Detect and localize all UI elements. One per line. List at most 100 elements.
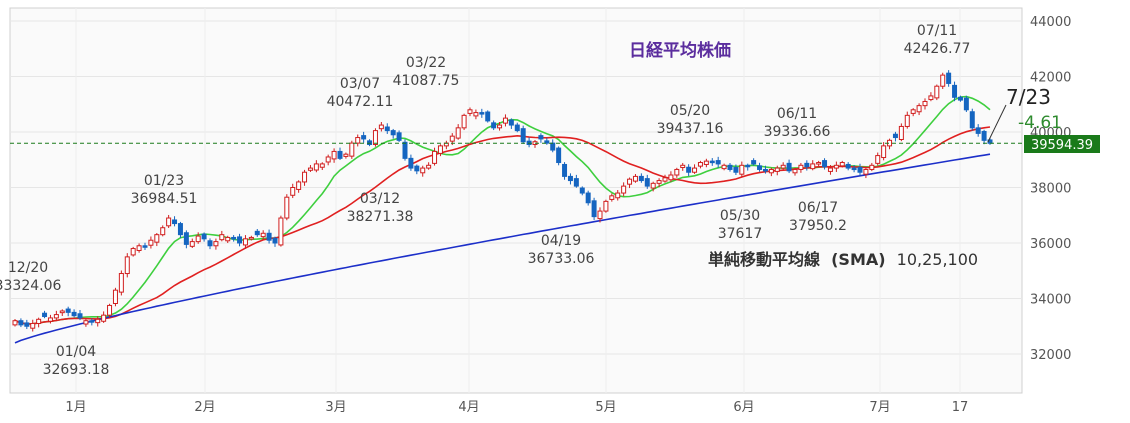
candle-body (963, 97, 969, 111)
candle (822, 158, 828, 170)
candle (562, 162, 568, 180)
candle-body (12, 320, 18, 326)
candle-body (940, 74, 946, 87)
candle-body (201, 233, 207, 240)
candle-body (420, 167, 426, 174)
annotation: 06/17 37950.2 (789, 200, 847, 234)
candle (467, 107, 473, 117)
candle (928, 92, 934, 102)
candle-body (981, 130, 987, 141)
candle (432, 147, 438, 166)
candle-body (47, 317, 53, 322)
annotation: 03/12 38271.38 (347, 191, 414, 225)
candle (697, 160, 703, 169)
candle-body (189, 241, 195, 247)
candle-body (154, 234, 160, 243)
candle (497, 122, 503, 131)
candle-body (757, 165, 763, 170)
candle (609, 193, 615, 202)
candle (414, 164, 420, 175)
candle (502, 114, 508, 127)
candle-body (946, 72, 952, 84)
candle-body (975, 127, 981, 134)
candle-body (733, 167, 739, 173)
candle (857, 163, 863, 176)
candle-body (863, 168, 869, 175)
candle-body (792, 168, 798, 174)
candle-body (467, 109, 473, 114)
candle (745, 163, 751, 171)
candle-body (455, 127, 461, 139)
candle-body (166, 217, 172, 227)
candle-body (632, 175, 638, 182)
candle (508, 118, 514, 129)
annotation-value: 41087.75 (393, 73, 460, 89)
candle (875, 152, 881, 166)
candle (739, 161, 745, 178)
candle-body (461, 114, 467, 129)
candle (603, 199, 609, 213)
candle (183, 230, 189, 249)
candle-body (934, 85, 940, 99)
candle (573, 174, 579, 188)
annotation-date: 06/17 (798, 200, 838, 216)
annotation-value: 42426.77 (904, 41, 971, 57)
candle-body (402, 141, 408, 159)
y-tick-label: 36000 (1030, 237, 1071, 252)
candle-body (692, 167, 698, 173)
annotation: 05/30 37617 (718, 208, 763, 242)
candle (455, 124, 461, 140)
candle (668, 171, 674, 182)
candle (869, 162, 875, 172)
candle-body (816, 162, 822, 165)
candle-body (396, 132, 402, 141)
x-tick-label: 1月 (65, 400, 86, 415)
candle (952, 81, 958, 102)
candle-body (662, 177, 668, 182)
candle (89, 318, 95, 326)
candle-body (591, 200, 597, 218)
candle (349, 140, 355, 159)
y-tick-label: 44000 (1030, 15, 1071, 30)
candle-body (112, 289, 118, 304)
candle (514, 122, 520, 133)
candle (644, 174, 650, 189)
candle-body (77, 313, 83, 319)
candle-body (426, 164, 432, 169)
candle (325, 154, 331, 166)
candle-body (343, 153, 349, 157)
candle (491, 120, 497, 131)
candle (833, 161, 839, 172)
candle (242, 235, 248, 249)
candle (810, 160, 816, 171)
candle (650, 181, 656, 192)
candle-body (278, 217, 284, 246)
annotation: 06/11 39336.66 (764, 106, 831, 140)
candle-body (721, 164, 727, 170)
candle-body (567, 175, 573, 182)
candle (969, 108, 975, 131)
candle (343, 152, 349, 159)
candle (638, 173, 644, 183)
candle (237, 233, 243, 247)
annotation-date: 06/11 (777, 106, 817, 122)
sma-legend-periods: 10,25,100 (897, 250, 978, 269)
candle (278, 215, 284, 247)
candle (47, 314, 53, 324)
candle-body (916, 105, 922, 113)
candle-body (107, 304, 113, 316)
candle (963, 95, 969, 113)
candle (827, 165, 833, 175)
candle (751, 158, 757, 166)
candle-body (627, 178, 633, 185)
candle-body (810, 163, 816, 170)
candle-body (195, 235, 201, 243)
candle-body (95, 318, 101, 324)
candle (420, 165, 426, 177)
annotation-value: 32693.18 (43, 362, 110, 378)
candle (284, 194, 290, 221)
candle-body (597, 210, 603, 220)
candle (709, 158, 715, 166)
candle (916, 103, 922, 116)
